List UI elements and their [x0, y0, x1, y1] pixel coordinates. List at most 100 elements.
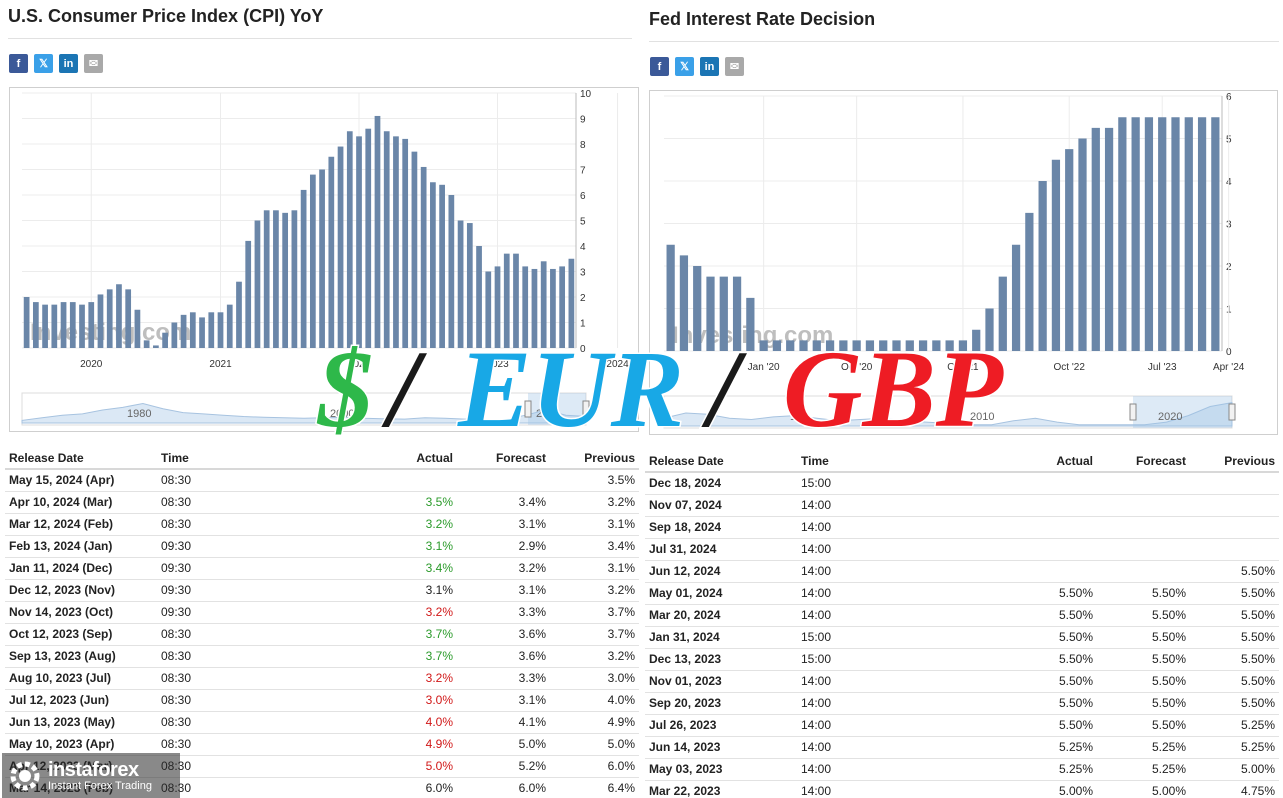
bar: [319, 169, 325, 348]
navigator-selection: [528, 393, 586, 425]
table-row[interactable]: Dec 12, 2023 (Nov) 09:30 3.1% 3.1% 3.2%: [5, 579, 639, 602]
header-forecast[interactable]: Forecast: [1097, 450, 1190, 473]
navigator-selection: [1133, 396, 1232, 428]
bar: [825, 340, 835, 351]
bar: [88, 302, 95, 348]
table-row[interactable]: Oct 12, 2023 (Sep) 08:30 3.7% 3.6% 3.7%: [5, 623, 639, 646]
time-cell: 14:00: [797, 560, 897, 583]
header-previous[interactable]: Previous: [550, 447, 639, 470]
bar: [559, 266, 566, 348]
table-row[interactable]: Mar 12, 2024 (Feb) 08:30 3.2% 3.1% 3.1%: [5, 513, 639, 536]
bar: [1197, 117, 1207, 351]
header-release-date[interactable]: Release Date: [645, 450, 797, 473]
cpi-table-body: May 15, 2024 (Apr) 08:30 3.5% Apr 10, 2024 …: [5, 469, 639, 798]
header-actual[interactable]: Actual: [257, 447, 457, 470]
bar: [679, 255, 689, 351]
linkedin-icon[interactable]: in: [59, 54, 78, 73]
previous-cell: 5.50%: [1190, 626, 1279, 649]
table-row[interactable]: Jul 31, 2024 14:00: [645, 538, 1279, 561]
table-row[interactable]: Jan 31, 2024 15:00 5.50% 5.50% 5.50%: [645, 626, 1279, 649]
table-row[interactable]: Jul 12, 2023 (Jun) 08:30 3.0% 3.1% 4.0%: [5, 689, 639, 712]
x-tick-label: 2021: [209, 359, 232, 370]
table-row[interactable]: Jul 26, 2023 14:00 5.50% 5.50% 5.25%: [645, 714, 1279, 737]
table-row[interactable]: Mar 22, 2023 14:00 5.00% 5.00% 4.75%: [645, 780, 1279, 798]
y-tick-label: 0: [580, 344, 586, 355]
y-tick-label: 9: [580, 115, 586, 126]
header-time[interactable]: Time: [797, 450, 897, 473]
date-cell: Jan 31, 2024: [645, 626, 797, 649]
twitter-icon[interactable]: 𝕏: [675, 57, 694, 76]
bar: [1104, 127, 1114, 351]
table-row[interactable]: Sep 18, 2024 14:00: [645, 516, 1279, 539]
time-cell: 15:00: [797, 626, 897, 649]
instaforex-logo: instaforex Instant Forex Trading: [2, 753, 180, 798]
date-cell: Jun 13, 2023 (May): [5, 711, 157, 734]
bar: [125, 289, 132, 348]
bar: [180, 314, 187, 348]
previous-cell: 3.0%: [550, 667, 639, 690]
date-cell: Jul 12, 2023 (Jun): [5, 689, 157, 712]
table-row[interactable]: Jun 13, 2023 (May) 08:30 4.0% 4.1% 4.9%: [5, 711, 639, 734]
header-time[interactable]: Time: [157, 447, 257, 470]
facebook-icon[interactable]: f: [9, 54, 28, 73]
bar: [932, 340, 941, 351]
fed-rate-history-table: Release Date Time Actual Forecast Previo…: [645, 450, 1279, 798]
cpi-chart[interactable]: 01234567891020202021202220232024Investin…: [9, 87, 639, 432]
table-row[interactable]: Aug 10, 2023 (Jul) 08:30 3.2% 3.3% 3.0%: [5, 667, 639, 690]
y-tick-label: 7: [580, 166, 586, 177]
table-row[interactable]: Feb 13, 2024 (Jan) 09:30 3.1% 2.9% 3.4%: [5, 535, 639, 558]
bar: [23, 297, 30, 348]
bar: [958, 340, 968, 351]
bar: [568, 258, 575, 348]
table-row[interactable]: Dec 13, 2023 15:00 5.50% 5.50% 5.50%: [645, 648, 1279, 671]
twitter-icon[interactable]: 𝕏: [34, 54, 53, 73]
previous-cell: 5.50%: [1190, 560, 1279, 583]
linkedin-icon[interactable]: in: [700, 57, 719, 76]
table-row[interactable]: Nov 07, 2024 14:00: [645, 494, 1279, 517]
table-row[interactable]: Nov 01, 2023 14:00 5.50% 5.50% 5.50%: [645, 670, 1279, 693]
previous-cell: 6.4%: [550, 777, 639, 798]
table-row[interactable]: Sep 13, 2023 (Aug) 08:30 3.7% 3.6% 3.2%: [5, 645, 639, 668]
email-icon[interactable]: ✉: [725, 57, 744, 76]
actual-cell: 3.1%: [257, 535, 457, 558]
actual-cell: 3.7%: [257, 645, 457, 668]
page-title: Fed Interest Rate Decision: [649, 9, 876, 29]
header-previous[interactable]: Previous: [1190, 450, 1279, 473]
table-row[interactable]: May 15, 2024 (Apr) 08:30 3.5%: [5, 469, 639, 492]
navigator-handle-left: [1129, 403, 1137, 421]
table-row[interactable]: Nov 14, 2023 (Oct) 09:30 3.2% 3.3% 3.7%: [5, 601, 639, 624]
header-actual[interactable]: Actual: [897, 450, 1097, 473]
bar: [309, 174, 316, 348]
bar: [476, 246, 482, 348]
bar: [356, 136, 362, 348]
table-row[interactable]: May 03, 2023 14:00 5.25% 5.25% 5.00%: [645, 758, 1279, 781]
bar: [199, 317, 205, 348]
table-row[interactable]: Jun 14, 2023 14:00 5.25% 5.25% 5.25%: [645, 736, 1279, 759]
actual-cell: 3.1%: [257, 579, 457, 602]
table-row[interactable]: Jun 12, 2024 14:00 5.50%: [645, 560, 1279, 583]
date-cell: Dec 18, 2024: [645, 472, 797, 495]
table-row[interactable]: Dec 18, 2024 15:00: [645, 472, 1279, 495]
time-cell: 14:00: [797, 714, 897, 737]
bar: [466, 223, 473, 348]
bar: [217, 312, 224, 348]
actual-cell: 3.2%: [257, 667, 457, 690]
table-row[interactable]: Sep 20, 2023 14:00 5.50% 5.50% 5.50%: [645, 692, 1279, 715]
facebook-icon[interactable]: f: [650, 57, 669, 76]
header-forecast[interactable]: Forecast: [457, 447, 550, 470]
table-row[interactable]: May 01, 2024 14:00 5.50% 5.50% 5.50%: [645, 582, 1279, 605]
actual-cell: 5.50%: [897, 692, 1097, 715]
date-cell: Jun 14, 2023: [645, 736, 797, 759]
table-row[interactable]: Apr 10, 2024 (Mar) 08:30 3.5% 3.4% 3.2%: [5, 491, 639, 514]
bar: [457, 220, 464, 348]
table-row[interactable]: Jan 11, 2024 (Dec) 09:30 3.4% 3.2% 3.1%: [5, 557, 639, 580]
table-row[interactable]: May 10, 2023 (Apr) 08:30 4.9% 5.0% 5.0%: [5, 733, 639, 756]
bar: [485, 271, 492, 348]
header-release-date[interactable]: Release Date: [5, 447, 157, 470]
bar: [772, 340, 782, 351]
bar: [153, 345, 159, 348]
time-cell: 14:00: [797, 692, 897, 715]
table-row[interactable]: Mar 20, 2024 14:00 5.50% 5.50% 5.50%: [645, 604, 1279, 627]
email-icon[interactable]: ✉: [84, 54, 103, 73]
